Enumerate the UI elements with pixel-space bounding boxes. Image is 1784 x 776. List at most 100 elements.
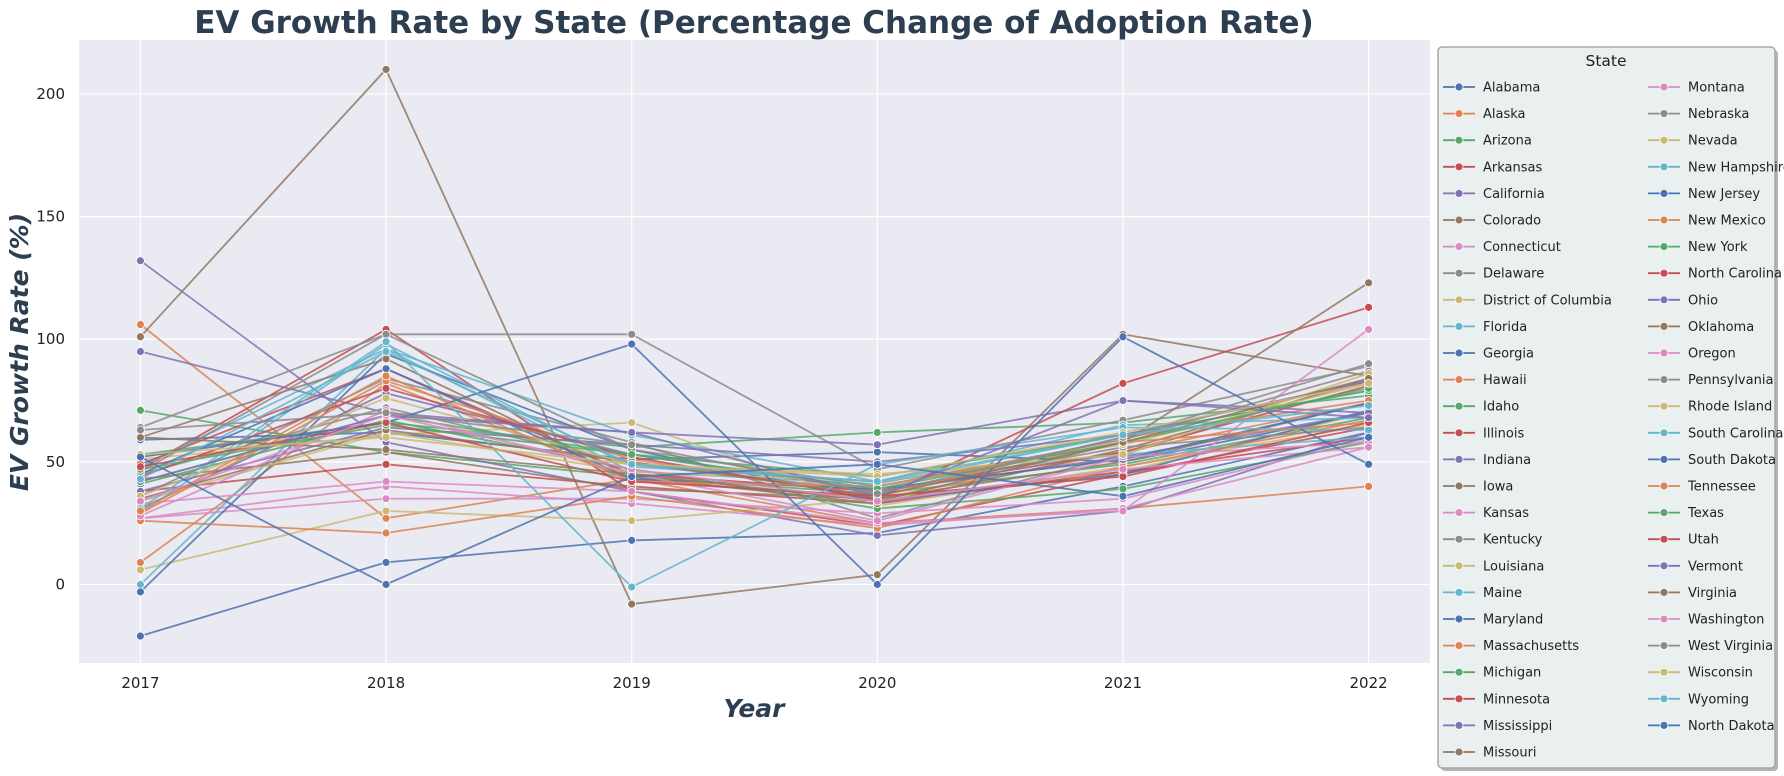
data-point (872, 496, 882, 506)
legend-swatch-marker (1659, 321, 1669, 331)
legend-label: Nevada (1688, 134, 1738, 149)
data-point (872, 516, 882, 526)
y-tick-label: 100 (36, 330, 65, 348)
data-point (627, 450, 637, 459)
y-tick-label: 200 (36, 85, 65, 103)
legend-swatch-marker (1659, 135, 1669, 145)
legend-label: Virginia (1688, 586, 1737, 601)
legend-label: South Dakota (1688, 453, 1776, 468)
data-point (136, 580, 145, 589)
legend-label: New Jersey (1688, 187, 1760, 202)
data-point (627, 339, 637, 349)
x-tick-label: 2019 (613, 674, 651, 692)
data-point (136, 462, 145, 472)
legend-item: South Dakota (1648, 453, 1776, 468)
data-point (381, 329, 391, 339)
series-line (140, 377, 1369, 503)
legend-label: Arkansas (1483, 160, 1542, 175)
series-line (140, 414, 1369, 503)
data-point (872, 447, 882, 457)
legend-label: Mississippi (1483, 719, 1552, 734)
legend-item: Maryland (1443, 613, 1543, 628)
legend-swatch-marker (1454, 614, 1464, 624)
legend-label: Iowa (1483, 480, 1513, 495)
legend-item: Arizona (1443, 134, 1532, 149)
legend-swatch-marker (1454, 508, 1464, 517)
legend-label: Kansas (1483, 506, 1529, 521)
legend-label: Michigan (1483, 666, 1541, 681)
data-point (381, 418, 391, 428)
legend-swatch-marker (1659, 588, 1669, 597)
series-line (140, 411, 1369, 571)
series-lines (136, 65, 1373, 641)
series-line (139, 350, 1369, 483)
legend-label: Maryland (1483, 613, 1543, 628)
data-point (136, 320, 145, 329)
legend: State Alabama Alaska Arizona Arkansas Califo… (1437, 46, 1784, 771)
data-point (136, 425, 145, 435)
legend-item: Texas (1648, 506, 1724, 521)
data-point (381, 477, 391, 486)
legend-label: Massachusetts (1483, 639, 1579, 654)
series-line (140, 306, 1369, 500)
legend-swatch-marker (1454, 481, 1464, 491)
legend-item: Arkansas (1443, 160, 1542, 175)
y-tick-label: 0 (55, 576, 65, 594)
legend-item: Washington (1648, 613, 1764, 628)
legend-item: Missouri (1443, 746, 1537, 761)
legend-label: Washington (1688, 613, 1764, 628)
legend-item: Illinois (1443, 426, 1524, 441)
legend-swatch-marker (1659, 242, 1669, 252)
legend-label: Georgia (1483, 347, 1534, 362)
data-point (627, 516, 637, 526)
series-line (139, 340, 1369, 589)
data-point (872, 570, 882, 580)
data-point (381, 432, 391, 442)
legend-swatch-marker (1659, 641, 1669, 650)
data-point (1364, 482, 1373, 491)
series-line (140, 282, 1370, 500)
data-point (381, 364, 391, 374)
legend-label: North Dakota (1688, 719, 1775, 734)
data-point (872, 477, 882, 486)
legend-item: Ohio (1648, 293, 1718, 308)
legend-label: Arizona (1483, 134, 1532, 149)
legend-swatch-marker (1659, 295, 1669, 305)
legend-item: Alaska (1443, 107, 1526, 122)
data-point (136, 347, 145, 356)
series-line (140, 387, 1369, 490)
data-point (627, 459, 637, 469)
x-tick-label: 2020 (858, 674, 896, 692)
data-point (627, 486, 637, 496)
legend-item: Pennsylvania (1648, 373, 1773, 388)
axis-ticks: 2017 2018 2019 2020 2021 2022 0 50 100 150 200 (36, 85, 1387, 692)
data-point (627, 472, 637, 481)
legend-swatch-marker (1454, 667, 1464, 677)
legend-item: Mississippi (1443, 719, 1552, 734)
data-point (1364, 442, 1373, 452)
legend-item: Oklahoma (1648, 320, 1754, 335)
data-point (381, 347, 391, 356)
legend-swatch-marker (1454, 428, 1464, 438)
legend-swatch-marker (1454, 694, 1464, 704)
legend-label: Illinois (1483, 426, 1524, 441)
data-point (1364, 378, 1373, 388)
legend-label: New Mexico (1688, 214, 1766, 229)
series-wyoming (136, 347, 1373, 486)
data-point (627, 440, 637, 450)
legend-swatch-marker (1659, 508, 1669, 517)
data-point (136, 432, 145, 442)
legend-item: Nebraska (1648, 107, 1749, 122)
legend-label: Nebraska (1688, 107, 1749, 122)
legend-label: Colorado (1483, 214, 1541, 229)
legend-item: Vermont (1648, 559, 1743, 574)
legend-label: Ohio (1688, 293, 1718, 308)
data-point (627, 599, 637, 609)
data-point (1364, 459, 1373, 469)
data-point (136, 587, 145, 597)
legend-swatch-marker (1659, 561, 1669, 571)
legend-item: Colorado (1443, 214, 1541, 229)
legend-item: New Jersey (1648, 187, 1760, 202)
legend-label: Rhode Island (1688, 400, 1772, 415)
legend-item: Alabama (1443, 81, 1540, 96)
